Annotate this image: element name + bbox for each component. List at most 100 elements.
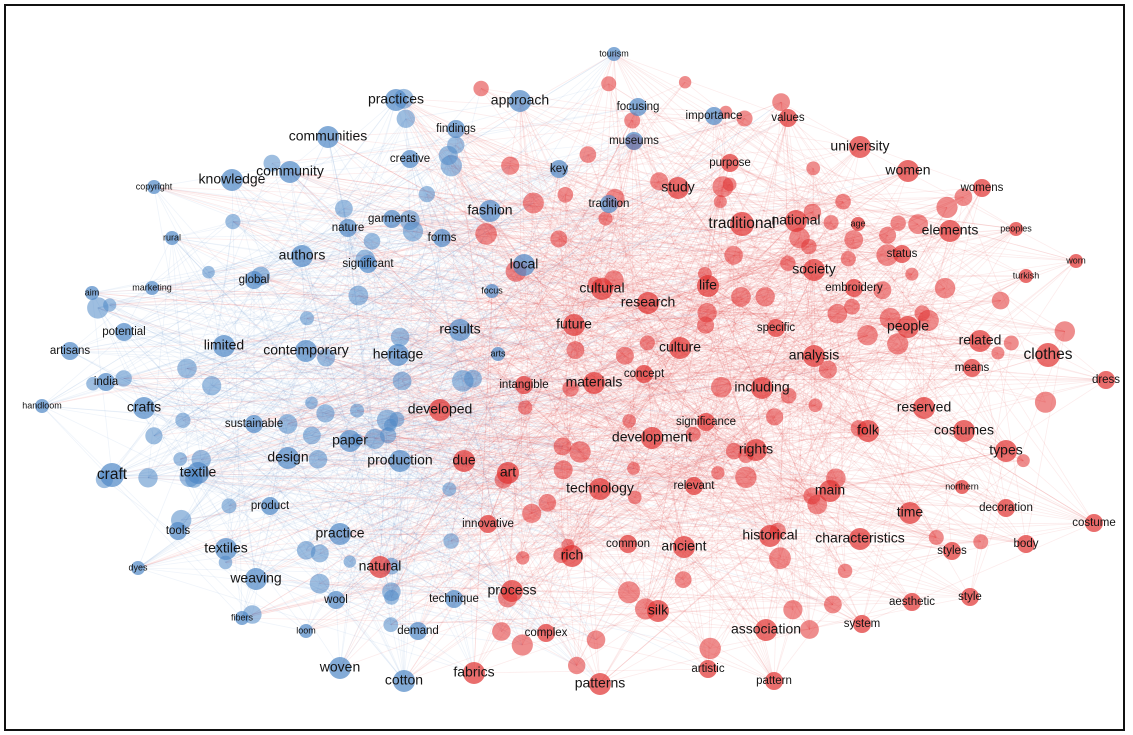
edge (679, 347, 1007, 452)
edge (459, 329, 775, 418)
edge (287, 457, 601, 685)
node-label-folk: folk (857, 422, 880, 438)
edge (151, 287, 184, 421)
edge (347, 227, 834, 605)
edge (907, 187, 983, 328)
edge (473, 290, 493, 674)
edge (707, 115, 715, 287)
minor-node (674, 571, 692, 588)
edge (613, 53, 1066, 332)
edge (599, 450, 1007, 685)
edge (255, 355, 626, 580)
edge (343, 99, 397, 209)
edge (301, 255, 597, 641)
edge (761, 387, 837, 479)
node-significant (359, 255, 377, 273)
edge (193, 478, 629, 545)
edge (405, 100, 521, 120)
edge (507, 384, 525, 598)
minor-node (343, 555, 356, 568)
edge (455, 128, 925, 409)
edge (319, 187, 983, 584)
edge (339, 288, 603, 669)
node-label-ancient: ancient (661, 538, 706, 554)
edge (497, 353, 863, 625)
edge (707, 287, 946, 314)
edge (633, 141, 1077, 262)
edge (560, 535, 771, 556)
edge (200, 459, 341, 669)
node-historical (759, 525, 781, 547)
edge (547, 237, 800, 504)
edge (491, 222, 832, 292)
edge (507, 260, 1077, 474)
node-label-art: art (500, 464, 516, 480)
edge (197, 196, 964, 474)
edge (633, 141, 709, 670)
edge (774, 273, 913, 418)
edge (171, 237, 190, 477)
edge (252, 497, 635, 615)
edge (289, 171, 308, 319)
minor-node (296, 541, 316, 560)
edge (487, 228, 1017, 525)
edge (123, 223, 743, 333)
edge (599, 488, 685, 548)
edge (511, 386, 722, 592)
edge (713, 115, 937, 538)
edge (522, 318, 891, 559)
edge (741, 223, 903, 255)
edge (349, 437, 653, 442)
node-heritage (387, 344, 409, 366)
edge (813, 269, 869, 432)
minor-node (309, 573, 330, 594)
node-communities (317, 126, 339, 148)
edge (399, 336, 694, 435)
edge (186, 368, 834, 605)
edge (325, 357, 846, 572)
edge (567, 275, 1027, 546)
edge (627, 543, 684, 580)
edge (123, 377, 1107, 381)
edge (111, 474, 504, 481)
edge (180, 168, 560, 521)
minor-node (724, 246, 743, 265)
edge (391, 181, 660, 567)
edge (481, 88, 861, 148)
edge (211, 295, 359, 387)
edge (186, 162, 731, 369)
edge (231, 179, 464, 382)
minor-node (780, 387, 797, 404)
edge (417, 472, 509, 632)
minor-node (876, 244, 899, 266)
edge (349, 181, 660, 562)
node-label-patterns: patterns (575, 675, 626, 691)
edge (379, 258, 849, 568)
edge (563, 455, 746, 471)
edge (232, 221, 777, 329)
node-rural (165, 231, 179, 245)
edge (769, 535, 981, 543)
edge (97, 307, 312, 404)
edge (705, 324, 1046, 403)
edge (151, 287, 861, 540)
edge (357, 410, 694, 435)
edge (255, 306, 853, 580)
edge (519, 100, 634, 469)
edge (327, 115, 715, 138)
edge (705, 407, 925, 423)
edge (927, 230, 951, 321)
edge (305, 350, 778, 532)
node-label-textiles: textiles (204, 540, 248, 556)
edge (733, 255, 815, 271)
minor-node (363, 233, 381, 250)
edge (319, 218, 393, 554)
edge (729, 184, 973, 369)
edge (787, 263, 937, 538)
edge (143, 407, 694, 435)
edge (628, 522, 1095, 593)
edge (69, 350, 513, 592)
edge (123, 331, 351, 562)
edge (153, 186, 813, 213)
edge (123, 227, 349, 333)
